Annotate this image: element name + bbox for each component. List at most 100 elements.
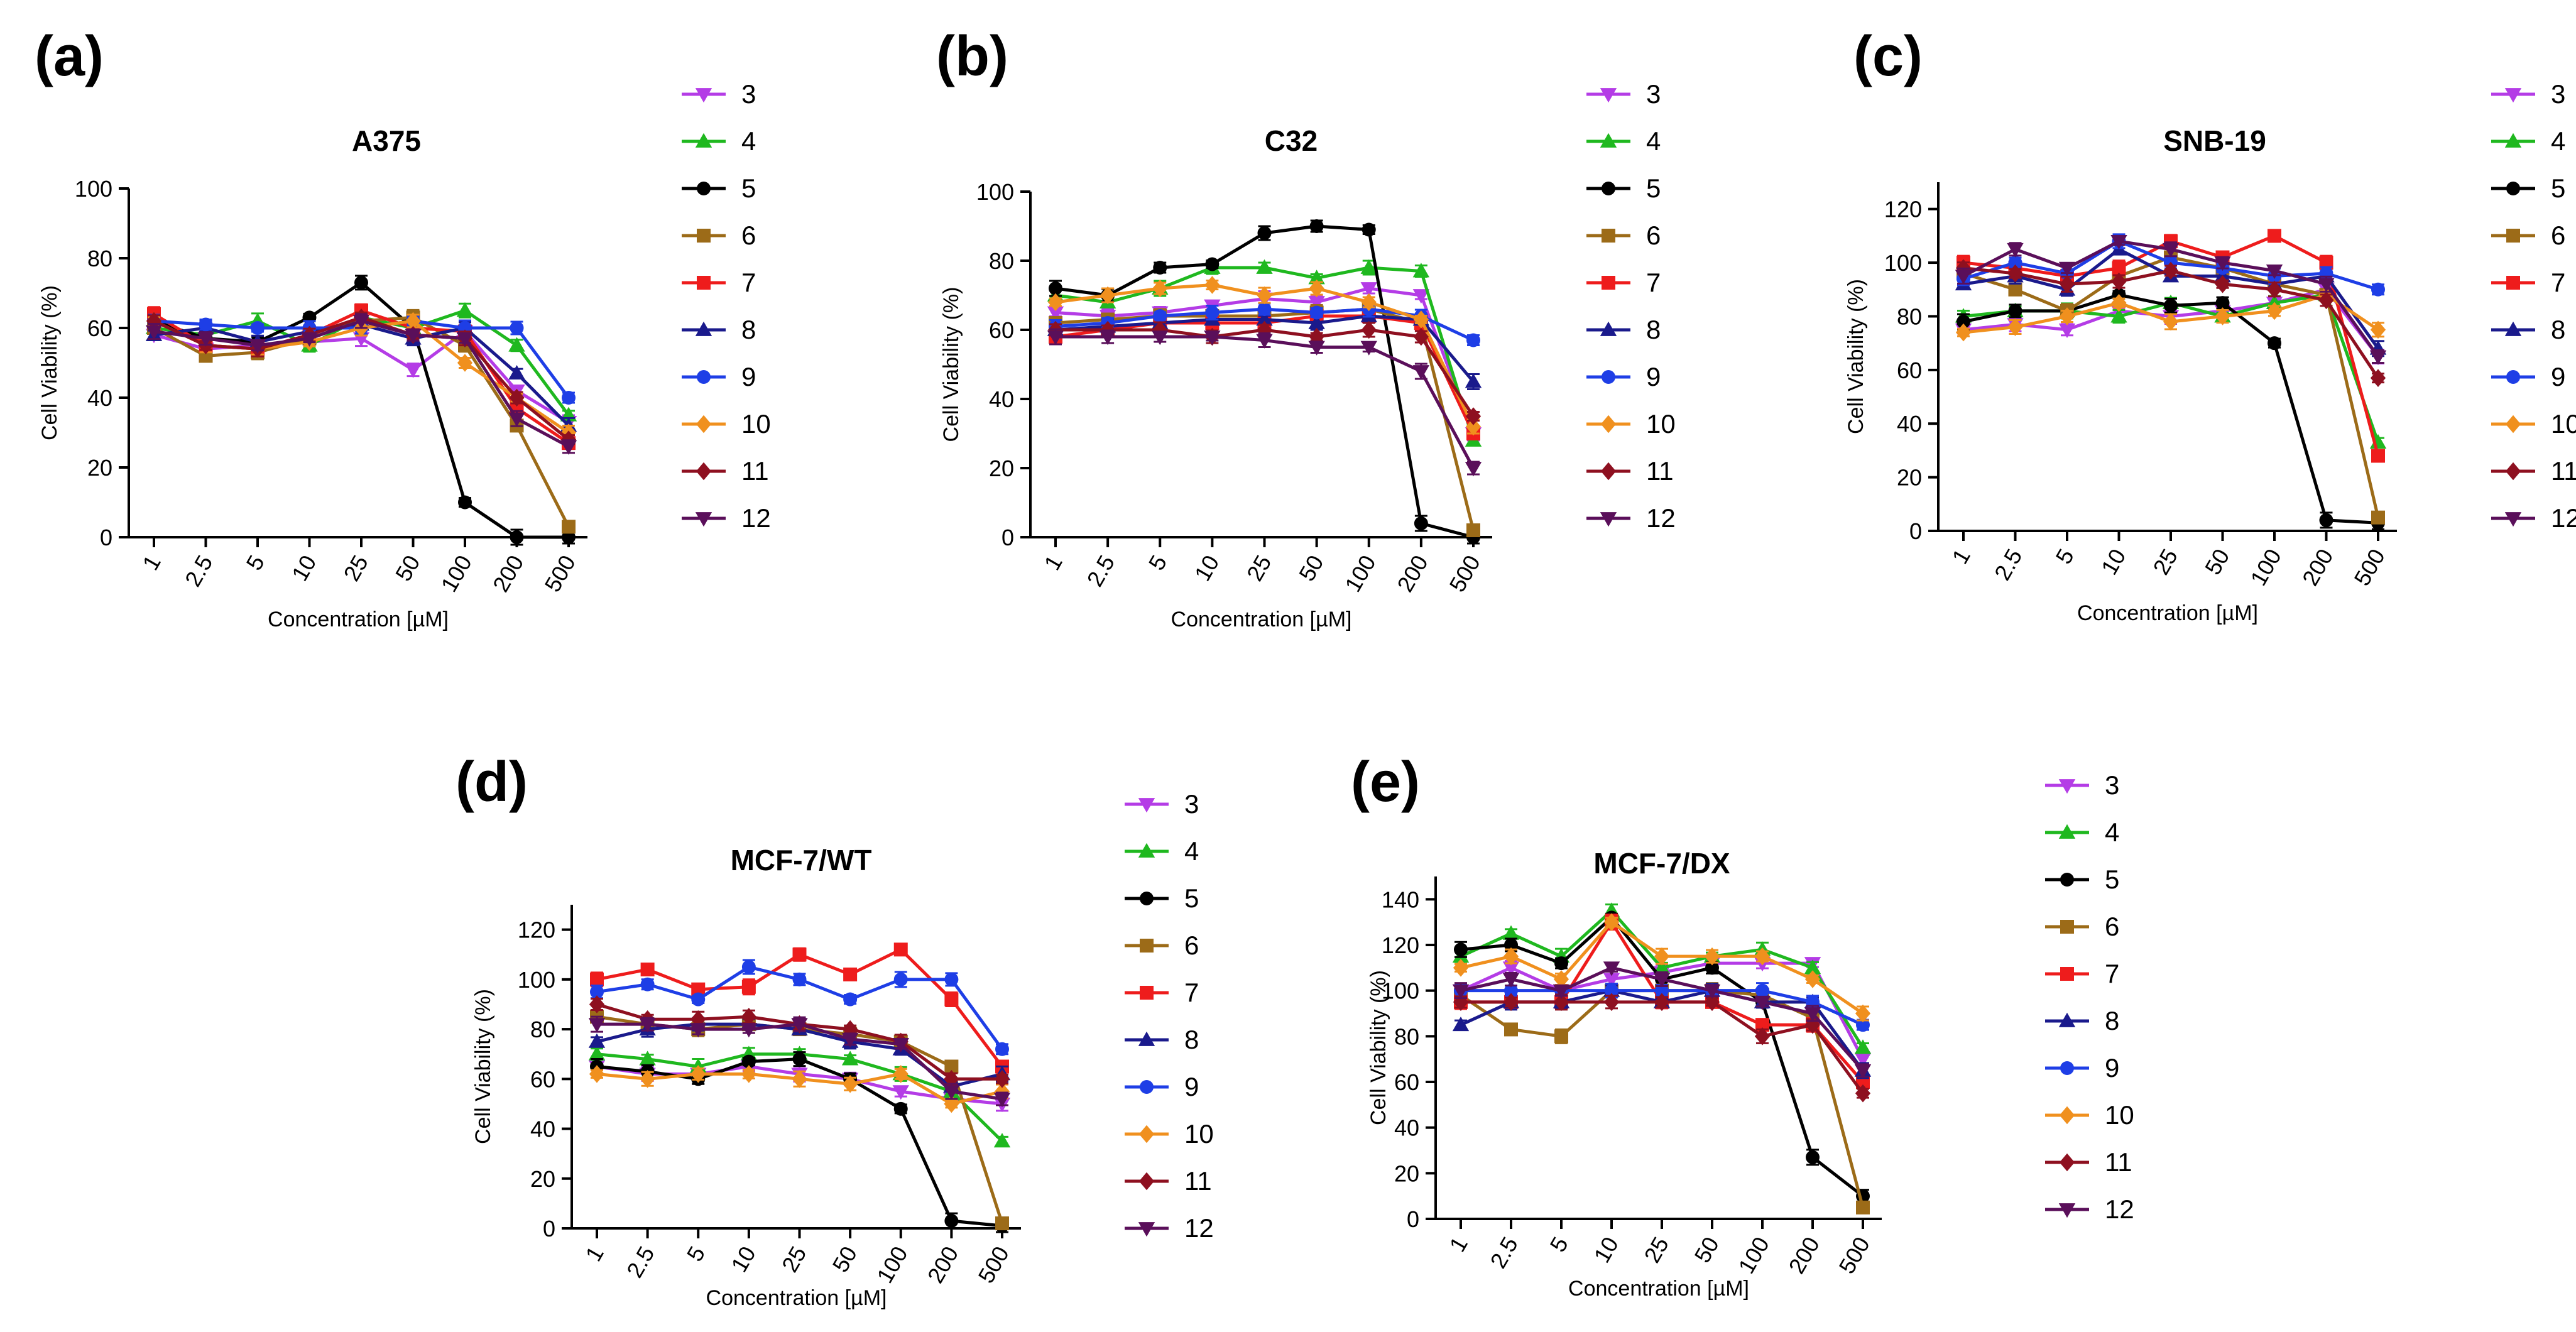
series-12 bbox=[145, 313, 577, 455]
legend-label: 7 bbox=[1184, 978, 1199, 1007]
data-point bbox=[740, 1023, 758, 1038]
x-tick-label: 25 bbox=[338, 551, 373, 586]
x-tick-label: 25 bbox=[1242, 551, 1277, 586]
data-point bbox=[639, 1051, 656, 1066]
x-axis-label: Concentration [µM] bbox=[706, 1286, 887, 1310]
data-point bbox=[1955, 323, 1972, 342]
legend: 3 4 5 6 7 8 9 10 11 12 bbox=[682, 79, 771, 533]
legend-label: 3 bbox=[2551, 79, 2565, 109]
data-point bbox=[1465, 407, 1482, 425]
data-point bbox=[994, 1082, 1010, 1101]
legend-label: 7 bbox=[1646, 268, 1661, 297]
data-point bbox=[2007, 243, 2024, 258]
data-point bbox=[405, 363, 422, 378]
x-tick-label: 1 bbox=[1444, 1233, 1473, 1257]
legend: 3 4 5 6 7 8 9 10 11 12 bbox=[1125, 789, 1214, 1243]
chart-title: MCF-7/DX bbox=[1593, 847, 1730, 880]
data-point bbox=[1754, 947, 1771, 966]
legend-marker bbox=[2506, 229, 2520, 243]
legend-marker bbox=[2506, 276, 2520, 290]
data-point bbox=[588, 1033, 606, 1048]
legend-marker bbox=[1602, 229, 1615, 243]
y-tick-label: 60 bbox=[1897, 358, 1922, 383]
x-tick-label: 1 bbox=[1039, 551, 1067, 575]
y-tick-label: 80 bbox=[1897, 303, 1922, 329]
data-point bbox=[1704, 993, 1720, 1012]
panel-label: (c) bbox=[1853, 25, 1923, 88]
data-point bbox=[843, 1020, 858, 1039]
chart-title: C32 bbox=[1265, 124, 1318, 157]
x-tick-label: 25 bbox=[2148, 545, 2183, 579]
legend-marker bbox=[2058, 1012, 2076, 1027]
data-point bbox=[2008, 256, 2022, 270]
y-tick-label: 40 bbox=[1897, 411, 1922, 437]
y-axis-label: Cell Viability (%) bbox=[939, 287, 963, 442]
chart-panel-5: (e) MCF-7/DX 0 20 40 60 80 100 120 140 1 2.5 5 10 25 50… bbox=[1351, 751, 2134, 1301]
data-point bbox=[2008, 303, 2022, 318]
data-point bbox=[1465, 462, 1482, 477]
series-10 bbox=[589, 1065, 1010, 1113]
chart-panel-2: (b) C32 0 20 40 60 80 100 1 2.5 5 10 25 50 100 200 500 Co… bbox=[936, 25, 1676, 631]
legend-label: 12 bbox=[1184, 1213, 1214, 1243]
x-tick-label: 5 bbox=[2050, 545, 2079, 569]
legend-marker bbox=[1140, 892, 1154, 905]
data-point bbox=[1703, 984, 1721, 999]
y-tick-label: 60 bbox=[530, 1066, 555, 1092]
legend-marker bbox=[1140, 1080, 1154, 1094]
data-point bbox=[1153, 309, 1167, 323]
y-tick-label: 100 bbox=[976, 179, 1014, 205]
data-point bbox=[2058, 323, 2076, 339]
y-tick-label: 0 bbox=[1407, 1206, 1419, 1232]
panel-label: (d) bbox=[456, 751, 528, 814]
data-point bbox=[1553, 984, 1570, 999]
data-point bbox=[1466, 333, 1480, 347]
data-point bbox=[1502, 925, 1520, 940]
data-point bbox=[301, 332, 318, 347]
data-point bbox=[1257, 226, 1272, 240]
panel-label: (a) bbox=[35, 25, 104, 88]
data-point bbox=[741, 1007, 756, 1026]
data-point bbox=[2111, 293, 2127, 312]
data-point bbox=[1466, 523, 1480, 537]
chart-panel-1: (a) A375 0 20 40 60 80 100 1 2.5 5 10 25 50 100 200 500 C… bbox=[35, 25, 771, 631]
x-tick-label: 25 bbox=[1639, 1233, 1674, 1267]
data-point bbox=[944, 1070, 959, 1088]
legend-label: 3 bbox=[741, 79, 756, 109]
data-point bbox=[1654, 993, 1670, 1012]
data-point bbox=[1204, 330, 1221, 346]
data-point bbox=[1503, 993, 1519, 1012]
data-point bbox=[1856, 1018, 1870, 1032]
x-tick-label: 2.5 bbox=[1082, 551, 1120, 591]
data-point bbox=[589, 995, 605, 1013]
x-tick-label: 5 bbox=[1544, 1233, 1573, 1257]
data-point bbox=[1502, 961, 1520, 976]
data-point bbox=[993, 1133, 1011, 1148]
series-10 bbox=[1453, 913, 1871, 1023]
x-tick-label: 5 bbox=[1143, 551, 1172, 575]
data-point bbox=[944, 972, 959, 986]
legend-marker bbox=[1602, 182, 1615, 195]
data-point bbox=[589, 1065, 605, 1083]
data-point bbox=[1804, 959, 1821, 974]
y-tick-label: 120 bbox=[1884, 197, 1922, 222]
x-tick-label: 200 bbox=[488, 551, 529, 597]
x-tick-label: 100 bbox=[435, 551, 477, 597]
x-tick-label: 500 bbox=[1833, 1233, 1875, 1279]
data-point bbox=[1413, 327, 1429, 346]
data-point bbox=[1553, 970, 1569, 988]
x-tick-label: 2.5 bbox=[621, 1242, 660, 1282]
data-point bbox=[249, 339, 266, 354]
series-line bbox=[1460, 989, 1865, 1208]
legend-label: 3 bbox=[2105, 770, 2119, 800]
data-point bbox=[1453, 959, 1469, 977]
x-tick-label: 1 bbox=[1946, 545, 1975, 569]
legend-marker bbox=[2505, 415, 2521, 434]
legend-label: 9 bbox=[2105, 1053, 2119, 1083]
data-point bbox=[1152, 330, 1169, 346]
legend-label: 9 bbox=[741, 362, 756, 391]
data-point bbox=[1413, 310, 1429, 329]
legend-label: 4 bbox=[741, 126, 756, 156]
legend-label: 7 bbox=[2105, 959, 2119, 988]
data-point bbox=[943, 1085, 960, 1100]
panel-label: (e) bbox=[1351, 751, 1420, 814]
